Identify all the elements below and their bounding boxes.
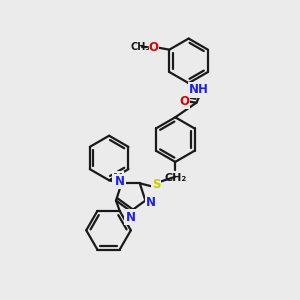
Text: N: N: [146, 196, 156, 209]
Text: O: O: [179, 95, 189, 108]
Text: CH₃: CH₃: [131, 42, 150, 52]
Text: S: S: [152, 178, 160, 191]
Text: N: N: [126, 211, 136, 224]
Text: N: N: [115, 175, 125, 188]
Text: NH: NH: [189, 83, 209, 97]
Text: N: N: [113, 172, 123, 185]
Text: CH₂: CH₂: [164, 173, 186, 183]
Text: O: O: [148, 41, 158, 54]
